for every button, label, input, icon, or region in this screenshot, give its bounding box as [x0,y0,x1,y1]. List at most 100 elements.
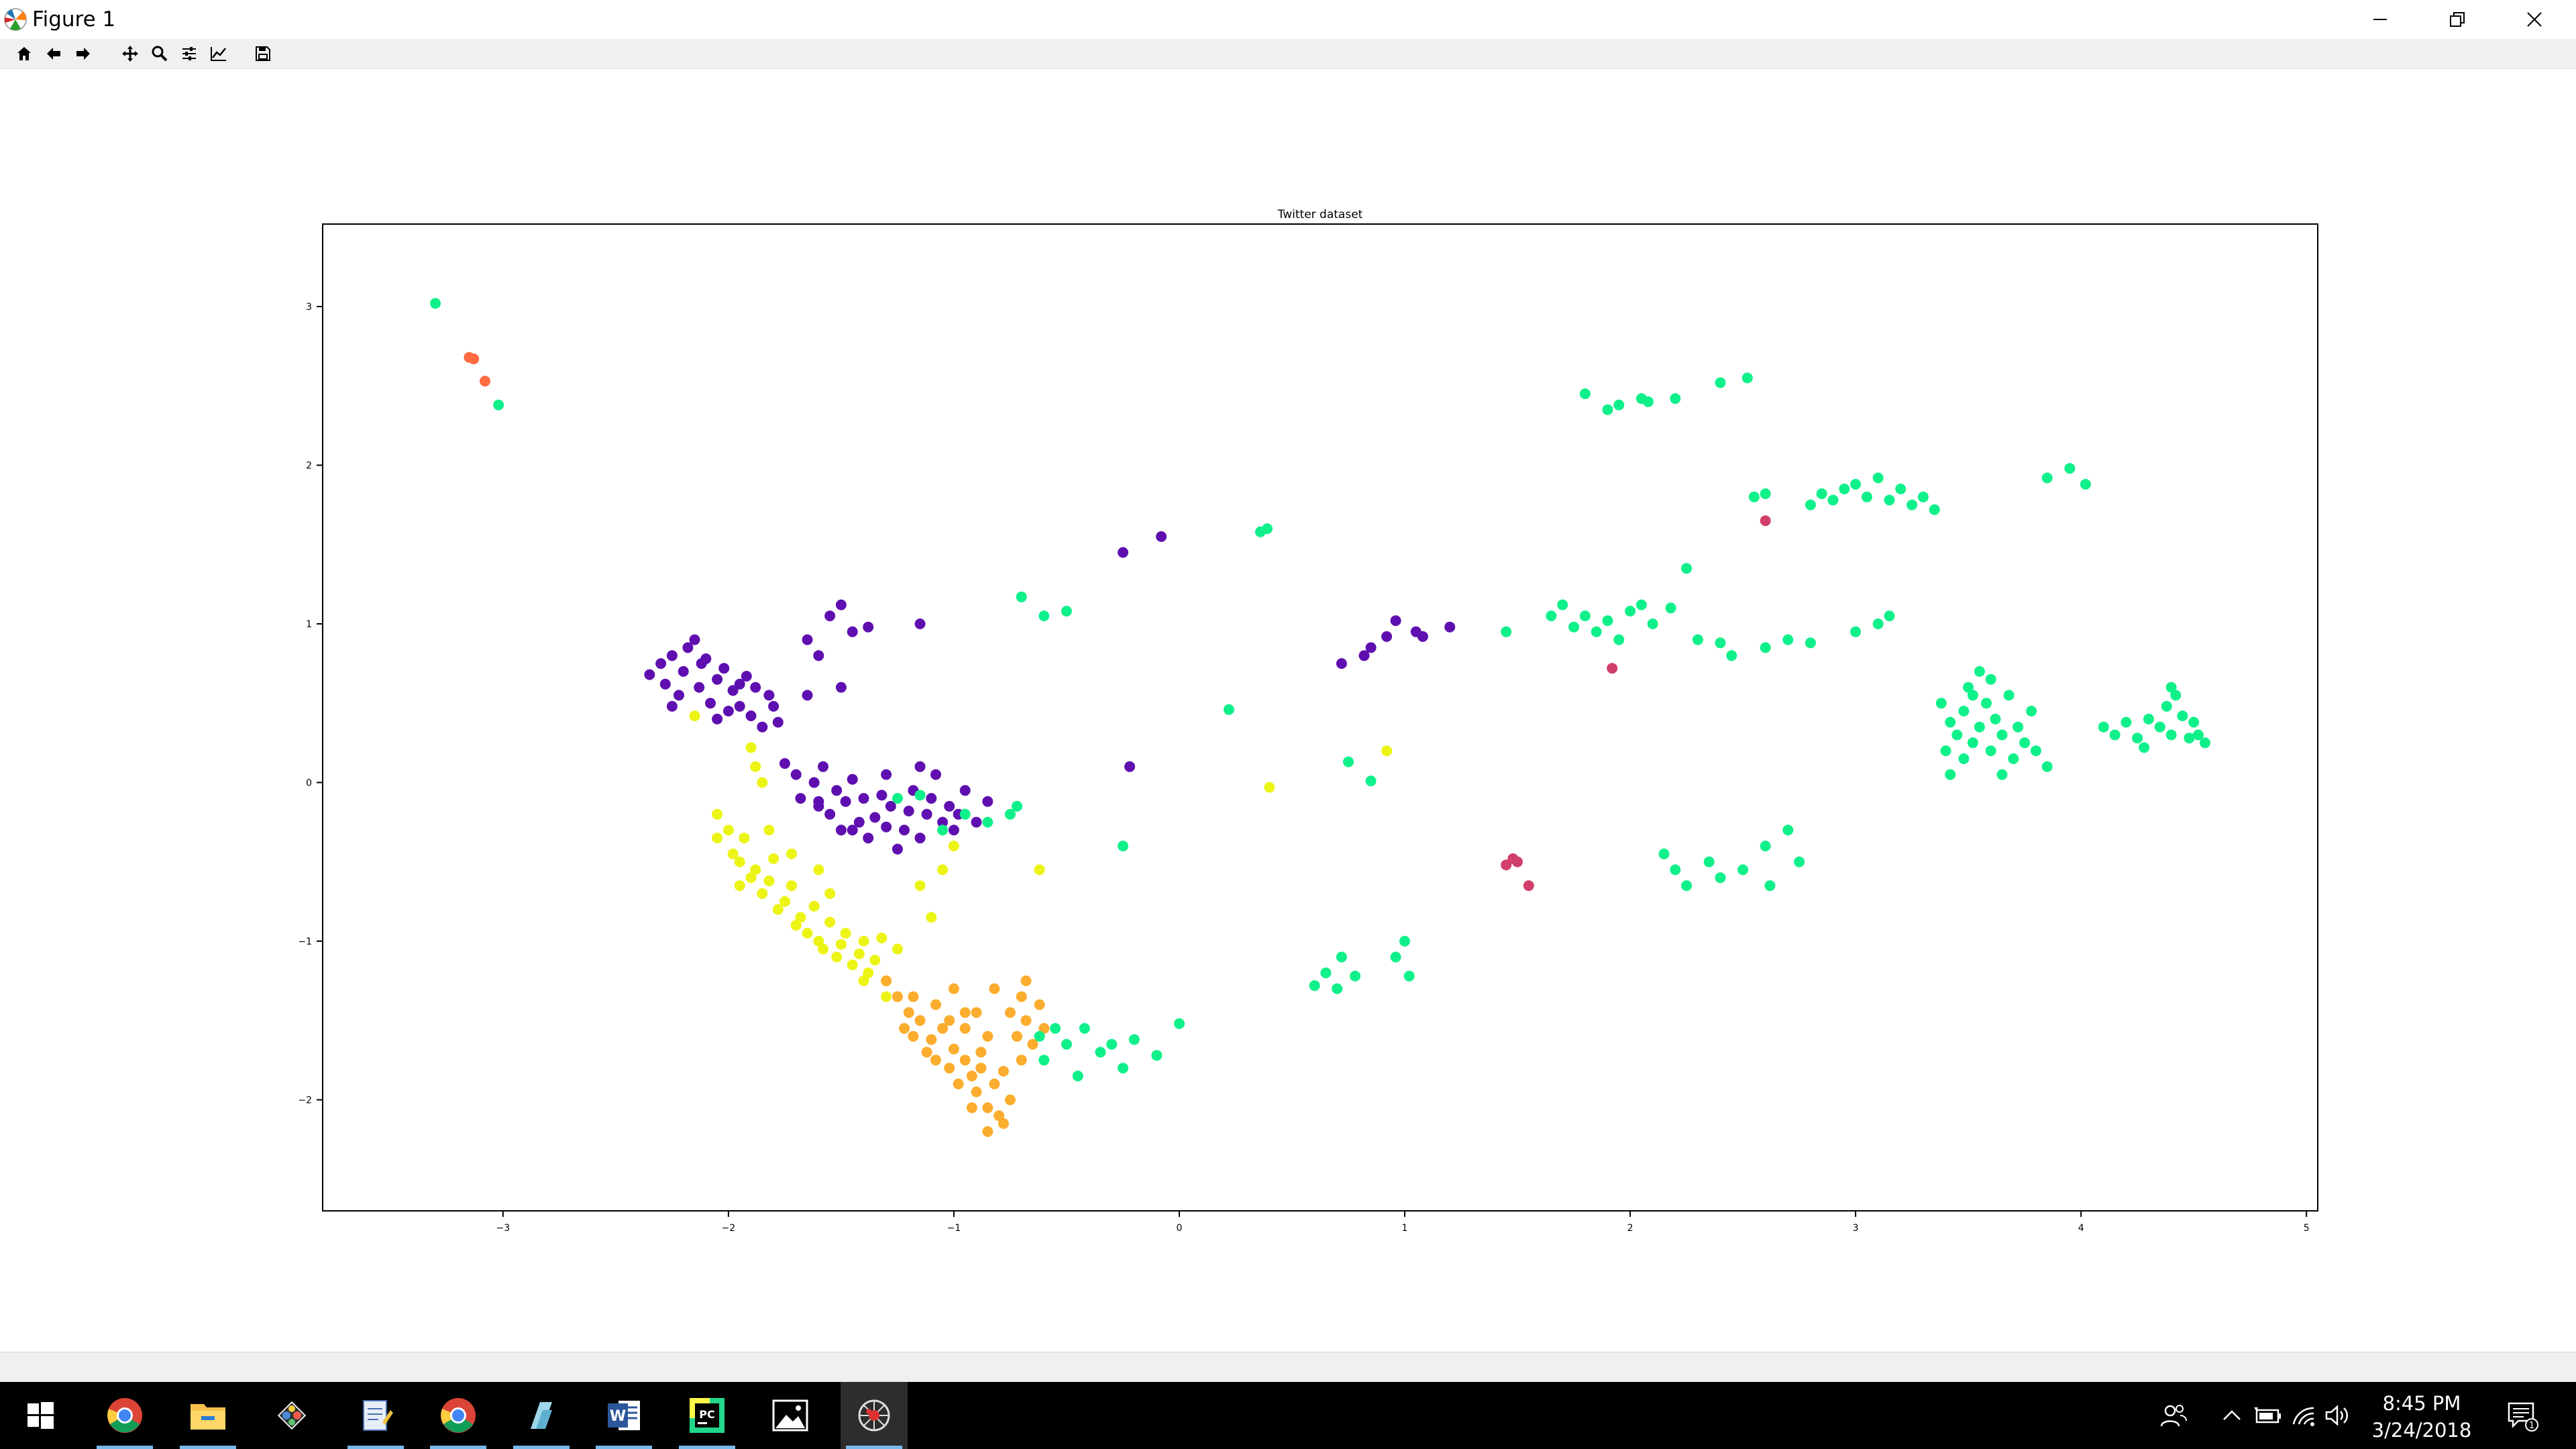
scatter-point-green-108 [2041,761,2053,772]
scatter-point-purple-2 [659,678,671,690]
clock-date: 3/24/2018 [2371,1419,2472,1442]
scatter-point-green-61 [1726,650,1737,661]
scatter-point-green-58 [1741,372,1753,384]
scatter-point-purple-55 [885,800,896,812]
restore-button[interactable] [2418,0,2496,39]
status-bar [0,1352,2576,1383]
scatter-point-purple-71 [914,761,926,772]
minimize-icon [2373,19,2387,20]
battery-button[interactable] [2251,1382,2284,1449]
scatter-point-green-68 [1658,848,1670,859]
figure-canvas[interactable]: −3 −2 −1 0 1 2 3 4 5 −2 −1 0 1 2 3 Twitter dataset [0,69,2576,1352]
scatter-point-green-111 [1958,753,1970,764]
scatter-point-green-24 [1061,606,1072,616]
start-button[interactable] [7,1382,74,1449]
subplots-button[interactable] [177,42,201,66]
scatter-point-green-75 [1782,824,1794,836]
scatter-point-purple-63 [930,769,941,780]
scatter-point-green-69 [1670,864,1681,875]
chart-title: Twitter dataset [1277,208,1363,221]
scatter-point-green-73 [1737,864,1749,875]
back-button[interactable] [42,42,66,66]
taskbar-word[interactable]: W [590,1382,657,1449]
taskbar-notepad[interactable] [342,1382,409,1449]
scatter-point-green-132 [2188,716,2200,728]
scatter-point-green-43 [1591,626,1602,637]
scatter-point-green-123 [2132,733,2143,744]
taskbar-file-explorer[interactable] [174,1382,241,1449]
scatter-point-green-85 [1861,491,1872,502]
minimize-button[interactable] [2341,0,2418,39]
git-tool-icon [277,1401,307,1430]
scatter-point-green-8 [1012,800,1022,812]
edit-axes-icon [211,47,226,61]
x-tick-label: −2 [722,1223,736,1234]
svg-text:PC: PC [699,1408,714,1421]
taskbar-photos[interactable] [757,1382,824,1449]
scatter-point-purple-41 [808,777,820,788]
file-explorer-icon [191,1404,225,1430]
zoom-icon [152,46,168,62]
scatter-point-green-82 [1827,494,1839,506]
scatter-point-green-35 [1390,951,1401,963]
scatter-point-green-20 [1174,1018,1185,1029]
edit-axes-button[interactable] [207,42,231,66]
taskbar-pycharm[interactable]: PC [674,1382,741,1449]
scatter-point-green-45 [1613,634,1625,645]
scatter-point-green-31 [1320,967,1332,979]
plot-background [323,224,2318,1211]
scatter-point-purple-37 [1156,531,1167,542]
scatter-point-purple-49 [853,816,865,828]
taskbar-chrome-2[interactable] [425,1382,492,1449]
action-center-button[interactable]: 1 [2499,1382,2546,1449]
scatter-point-green-62 [1760,642,1771,653]
scatter-point-green-112 [1967,690,1978,701]
scatter-point-magenta-0 [1501,859,1512,871]
scatter-point-orange-23 [1020,1015,1032,1026]
close-button[interactable] [2496,0,2573,39]
scatter-point-yellow-32 [750,761,761,772]
taskbar-azure[interactable] [508,1382,575,1449]
scatter-point-purple-58 [903,806,914,816]
home-button[interactable] [12,42,36,66]
scatter-point-yellow-5 [739,833,750,844]
pan-button[interactable] [118,42,142,66]
scatter-point-green-125 [2143,713,2154,724]
notification-icon: 1 [2508,1402,2538,1432]
scatter-chart[interactable]: −3 −2 −1 0 1 2 3 4 5 −2 −1 0 1 2 3 Twitter dataset [0,69,2576,1352]
taskbar-python-figure[interactable] [841,1382,908,1449]
scatter-point-orange-41 [975,1063,987,1074]
scatter-point-yellow-33 [757,777,768,788]
people-icon [2160,1405,2187,1427]
scatter-point-purple-14 [727,685,739,696]
scatter-point-orange-18 [994,1110,1005,1122]
clock[interactable]: 8:45 PM 3/24/2018 [2368,1390,2475,1444]
volume-button[interactable] [2321,1382,2355,1449]
forward-button[interactable] [71,42,95,66]
network-button[interactable] [2288,1382,2321,1449]
taskbar-chrome[interactable] [91,1382,158,1449]
scatter-point-purple-20 [763,690,775,701]
photos-icon [772,1399,808,1432]
scatter-point-green-25 [1223,704,1234,715]
scatter-point-green-135 [2165,682,2177,693]
scatter-point-green-2 [892,793,903,804]
scatter-point-purple-16 [741,671,752,682]
scatter-point-green-117 [2041,472,2053,484]
notepad-icon [363,1400,393,1431]
taskbar-git-tool[interactable] [258,1382,325,1449]
zoom-button[interactable] [148,42,172,66]
show-hidden-icons-button[interactable] [2217,1382,2247,1449]
people-button[interactable] [2153,1382,2194,1449]
scatter-point-purple-10 [705,698,716,709]
scatter-point-purple-57 [899,824,910,836]
scatter-point-purple-6 [682,642,694,653]
scatter-point-green-79 [1760,488,1771,499]
running-indicator [846,1446,902,1449]
save-button[interactable] [251,42,275,66]
scatter-point-purple-38 [779,758,790,769]
scatter-point-yellow-10 [768,853,780,864]
scatter-point-green-0 [430,298,441,309]
scatter-point-purple-0 [644,669,655,680]
scatter-point-green-23 [1038,610,1050,622]
